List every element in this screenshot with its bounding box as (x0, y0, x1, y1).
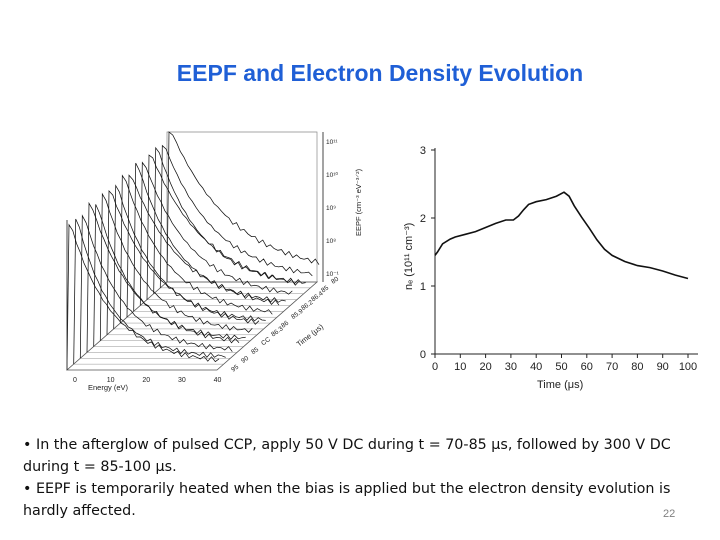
slide-title: EEPF and Electron Density Evolution (176, 60, 584, 86)
eepf-trace (99, 192, 253, 341)
ne-y-tick-label: 1 (420, 281, 426, 293)
eepf-y-tick-label: 10⁻¹ (326, 271, 340, 278)
ne-ylabel: nₑ (10¹¹ cm⁻³) (403, 223, 415, 290)
ne-x-tick-label: 100 (679, 361, 697, 373)
eepf-trace (86, 201, 240, 353)
eepf-trace (126, 174, 280, 318)
ne-x-tick-label: 10 (454, 361, 466, 373)
eepf-depth-tick-label: 85 (250, 346, 260, 356)
bullet-list: • In the afterglow of pulsed CCP, apply … (23, 434, 693, 522)
eepf-trace (146, 154, 300, 300)
eepf-trace (66, 223, 220, 371)
ne-x-tick-label: 90 (657, 361, 669, 373)
eepf-depth-tick-label: 80 (330, 276, 340, 286)
eepf-x-tick-label: 0 (73, 377, 77, 384)
eepf-y-tick-label: 10¹⁰ (326, 171, 338, 179)
eepf-x-tick-label: 20 (142, 377, 150, 384)
ne-x-tick-label: 0 (432, 361, 438, 373)
eepf-trace (79, 214, 233, 359)
eepf-y-tick-label: 10⁹ (326, 205, 336, 212)
eepf-trace (93, 204, 246, 347)
eepf-depth-tick-label: 86 (280, 320, 290, 330)
ne-ticks: 0 10 20 30 40 50 60 70 80 90 100 0 1 2 3 (420, 145, 697, 373)
eepf-y-tick-label: 10¹¹ (326, 139, 338, 146)
eepf-y-tick-label: 10⁸ (326, 238, 336, 245)
ne-x-tick-label: 20 (479, 361, 491, 373)
eepf-traces (66, 131, 320, 371)
ne-x-tick-label: 40 (530, 361, 542, 373)
eepf-trace (139, 161, 293, 306)
eepf-trace (119, 174, 273, 324)
eepf-xlabel: Energy (eV) (88, 383, 129, 392)
ne-x-tick-label: 50 (555, 361, 567, 373)
ne-axes (434, 148, 698, 355)
eepf-ylabel: EEPF (cm⁻³ eV⁻³⸍²) (354, 168, 363, 236)
ne-y-tick-label: 3 (420, 145, 426, 157)
eepf-x-tick-label: 40 (214, 377, 222, 384)
ne-x-tick-label: 80 (631, 361, 643, 373)
ne-xlabel: Time (μs) (537, 379, 583, 391)
bullet-item: • EEPF is temporarily heated when the bi… (23, 481, 671, 519)
eepf-trace (166, 131, 320, 283)
eepf-trace (73, 218, 226, 365)
eepf-trace (106, 189, 260, 335)
eepf-waterfall-chart: 0 10 20 30 40808586.486.285.98686.3CC8590951… (65, 131, 363, 392)
ne-series-line (434, 191, 689, 280)
ne-x-tick-label: 70 (606, 361, 618, 373)
eepf-depth-tick-label: 95 (230, 364, 240, 374)
eepf-depth-tick-label: 90 (240, 355, 250, 365)
eepf-x-tick-label: 30 (178, 377, 186, 384)
eepf-depth-tick-label: 85 (320, 284, 330, 294)
eepf-back-wall (166, 131, 318, 283)
page-number: 22 (663, 508, 676, 520)
eepf-x-tick-label: 10 (107, 377, 115, 384)
eepf-floor-grid (65, 131, 319, 371)
electron-density-chart: 0 10 20 30 40 50 60 70 80 90 100 0 1 2 3 Time (μs) nₑ … (403, 145, 698, 391)
eepf-depth-label: Time (μs) (295, 322, 326, 349)
ne-y-tick-label: 2 (420, 213, 426, 225)
eepf-axes: 0 10 20 30 40808586.486.285.98686.3CC8590951… (66, 132, 340, 384)
ne-x-tick-label: 60 (581, 361, 593, 373)
eepf-trace (113, 184, 266, 329)
eepf-trace (159, 144, 313, 288)
ne-x-tick-label: 30 (505, 361, 517, 373)
eepf-trace (153, 146, 306, 294)
ne-y-tick-label: 0 (420, 349, 426, 361)
bullet-item: • In the afterglow of pulsed CCP, apply … (23, 437, 671, 475)
eepf-depth-tick-label: CC (260, 336, 272, 347)
